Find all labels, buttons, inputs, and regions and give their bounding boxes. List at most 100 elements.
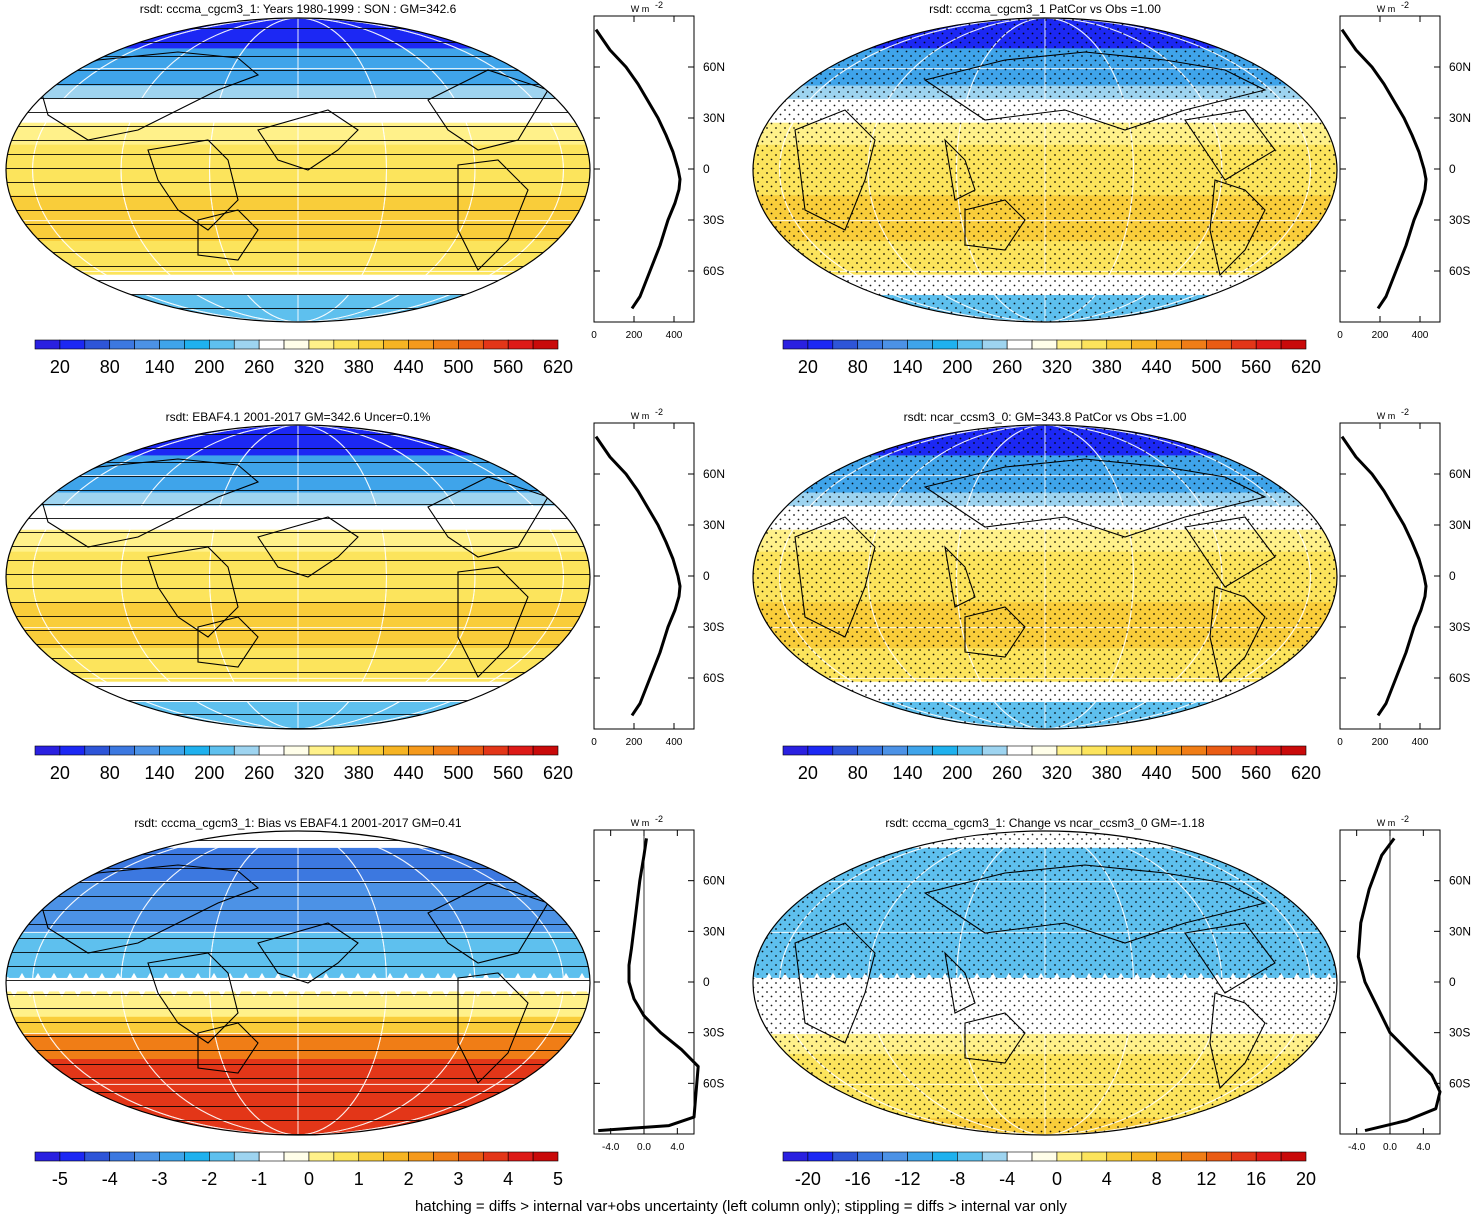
colorbar-swatch [1131,1151,1157,1162]
lat-tick-label: 60S [703,671,724,685]
units-label: W m [631,818,650,828]
colorbar-swatch [283,339,310,350]
colorbar-tick-label: 320 [294,763,324,783]
colorbar-swatch [1106,339,1132,350]
colorbar-swatch [807,745,834,756]
colorbar-swatch [258,745,285,756]
units-exponent: -2 [1401,407,1409,417]
colorbar-tick-label: 8 [1152,1169,1162,1189]
colorbar-tick-label: 0 [1052,1169,1062,1189]
colorbar-tick-label: 20 [798,357,818,377]
colorbar-tick-label: 500 [1191,763,1221,783]
hatching-overlay [6,425,590,729]
colorbar-1: 20 80 140 200 260 320 380 440 500 560 620 [34,339,573,377]
x-tick-label: -4.0 [602,1142,620,1153]
colorbar-swatch [1106,745,1132,756]
map-border [5,17,591,323]
colorbar-tick-label: -12 [895,1169,921,1189]
colorbar-swatch [109,1151,135,1162]
colorbar-swatch [857,339,883,350]
colorbar-tick-label: 80 [100,763,120,783]
colorbar-swatch [1006,1151,1033,1162]
lat-tick-label: 60S [703,264,724,278]
colorbar-tick-label: 140 [145,763,175,783]
colorbar-swatch [458,745,484,756]
colorbar-swatch [109,745,135,756]
colorbar-tick-label: 16 [1246,1169,1266,1189]
lat-tick-label: 30N [703,518,725,532]
colorbar-tick-label: -16 [845,1169,871,1189]
colorbar-swatch [358,1151,384,1162]
colorbar-swatch [308,745,335,756]
colorbar-swatch [1106,1151,1132,1162]
colorbar-tick-label: 500 [443,763,473,783]
x-tick-label: 0 [1337,330,1343,341]
colorbar-tick-label: 440 [1142,357,1172,377]
colorbar-swatch [1156,1151,1182,1162]
colorbar-swatch [1081,339,1108,350]
map-panel-2 [752,17,1338,323]
colorbar-tick-label: 140 [145,357,175,377]
colorbar-tick-label: 80 [848,763,868,783]
colorbar-swatch [482,1151,509,1162]
x-tick-label: 400 [666,737,683,748]
panel-2: rsdt: cccma_cgcm3_1 PatCor vs Obs =1.00 … [752,0,1471,377]
colorbar-tick-label: 440 [1142,763,1172,783]
colorbar-tick-label: 1 [354,1169,364,1189]
lat-tick-label: 30S [703,620,724,634]
panel-6-title: rsdt: cccma_cgcm3_1: Change vs ncar_ccsm… [885,816,1204,830]
colorbar-swatch [981,339,1008,350]
colorbar-tick-label: 560 [493,357,523,377]
colorbar-swatch [1031,339,1058,350]
colorbar-swatch [832,339,859,350]
colorbar-swatch [383,1151,409,1162]
stippling-overlay [753,18,1337,322]
colorbar-swatch [507,339,534,350]
colorbar-swatch [59,339,86,350]
zonal-mean-line [594,435,682,717]
zonal-plot-4: 60N 30N 0 30S 60S 0 200 400 W m -2 [1337,407,1471,748]
map-field [6,425,590,729]
colorbar-tick-label: -4 [999,1169,1015,1189]
colorbar-swatch [1181,745,1207,756]
colorbar-swatch [283,745,310,756]
colorbar-6: -20 -16 -12 -8 -4 0 4 8 12 16 20 [782,1151,1316,1189]
map-field [753,831,1337,1135]
colorbar-swatch [957,1151,983,1162]
colorbar-swatch [981,1151,1008,1162]
colorbar-swatch [907,745,933,756]
colorbar-4: 20 80 140 200 260 320 380 440 500 560 620 [782,745,1321,783]
colorbar-swatch [1156,339,1182,350]
colorbar-swatch [1131,339,1157,350]
colorbar-swatch [159,745,185,756]
colorbar-tick-label: 200 [194,357,224,377]
colorbar-swatch [1031,745,1058,756]
colorbar-tick-label: 560 [1241,763,1271,783]
colorbar-swatch [34,745,61,756]
colorbar-swatch [308,1151,335,1162]
map-panel-5 [5,830,591,1136]
colorbar-tick-label: 200 [194,763,224,783]
colorbar-swatch [209,745,235,756]
colorbar-swatch [1230,339,1257,350]
colorbar-tick-label: 620 [1291,763,1321,783]
colorbar-swatch [1056,745,1083,756]
colorbar-tick-label: 2 [404,1169,414,1189]
lat-tick-label: 60N [703,874,725,888]
colorbar-tick-label: 20 [1296,1169,1316,1189]
colorbar-swatch [333,1151,360,1162]
colorbar-tick-label: 3 [453,1169,463,1189]
lat-tick-label: 0 [703,162,710,176]
colorbar-swatch [507,745,534,756]
colorbar-tick-label: 260 [992,357,1022,377]
colorbar-swatch [458,1151,484,1162]
colorbar-swatch [857,745,883,756]
colorbar-swatch [1230,1151,1257,1162]
colorbar-swatch [932,339,958,350]
lat-tick-label: 60N [1449,874,1471,888]
colorbar-tick-label: -1 [251,1169,267,1189]
map-panel-6 [752,830,1338,1136]
colorbar-tick-label: 620 [543,763,573,783]
x-tick-label: 400 [1412,330,1429,341]
colorbar-swatch [1081,745,1108,756]
